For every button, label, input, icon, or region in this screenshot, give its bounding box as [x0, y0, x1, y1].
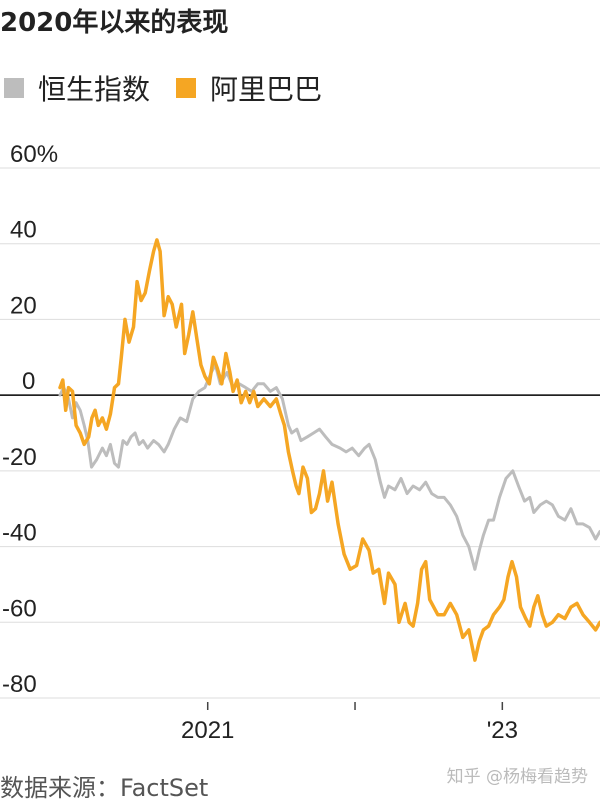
legend-label-hang-seng: 恒生指数: [38, 73, 151, 106]
legend-item-alibaba: 阿里巴巴: [172, 68, 322, 108]
y-tick-label: 40: [10, 217, 37, 244]
chart-title: 2020年以来的表现: [0, 8, 229, 38]
series-line-hang-seng: [58, 363, 600, 571]
y-tick-label: 0: [22, 368, 35, 395]
legend-label-alibaba: 阿里巴巴: [210, 73, 323, 106]
series-line-alibaba: [58, 238, 600, 662]
legend: 恒生指数 阿里巴巴: [0, 70, 344, 106]
y-tick-label: 60%: [10, 141, 58, 168]
watermark: 知乎 @杨梅看趋势: [446, 767, 588, 787]
legend-item-hang-seng: 恒生指数: [0, 68, 150, 108]
y-tick-label: 20: [10, 292, 37, 319]
source-note: 数据来源：FactSet: [0, 774, 209, 802]
legend-swatch-alibaba: [176, 78, 197, 98]
y-tick-label: -20: [2, 444, 37, 471]
x-tick-label: 2021: [181, 717, 234, 744]
x-tick-label: '23: [487, 717, 518, 744]
y-tick-label: -40: [2, 520, 37, 547]
y-tick-label: -60: [2, 595, 37, 622]
line-chart: 60% 40 20 0 -20 -40 -60 -80 2021 '23: [0, 141, 600, 744]
legend-swatch-hang-seng: [4, 78, 24, 98]
y-tick-label: -80: [2, 671, 37, 698]
